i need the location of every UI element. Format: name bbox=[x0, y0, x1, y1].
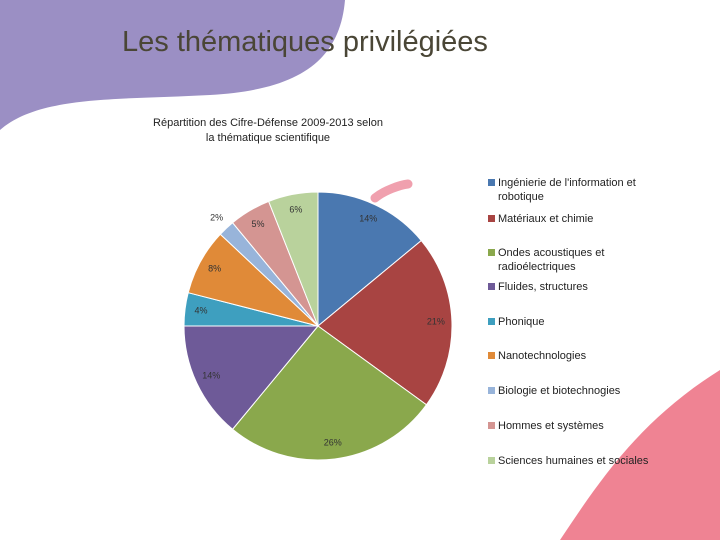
legend-swatch bbox=[488, 283, 495, 290]
data-label: 5% bbox=[251, 219, 264, 229]
decor-stroke bbox=[370, 179, 413, 203]
slide-title: Les thématiques privilégiées bbox=[122, 26, 488, 58]
data-label: 14% bbox=[202, 371, 220, 381]
data-label: 21% bbox=[427, 317, 445, 327]
legend-swatch bbox=[488, 215, 495, 222]
data-label: 14% bbox=[359, 214, 377, 224]
legend-swatch bbox=[488, 387, 495, 394]
legend-label: Ingénierie de l'information et robotique bbox=[498, 177, 636, 203]
legend-label: Sciences humaines et sociales bbox=[498, 455, 649, 467]
legend-swatch bbox=[488, 179, 495, 186]
legend-item: Matériaux et chimie bbox=[488, 212, 593, 226]
data-label: 2% bbox=[210, 212, 223, 222]
legend-swatch bbox=[488, 422, 495, 429]
data-label: 6% bbox=[289, 205, 302, 215]
data-label: 4% bbox=[195, 306, 208, 316]
pie-slice bbox=[317, 239, 453, 406]
legend-label: Hommes et systèmes bbox=[498, 420, 604, 432]
chart-title: Répartition des Cifre-Défense 2009-2013 … bbox=[153, 117, 383, 144]
legend-label: Ondes acoustiques et radioélectriques bbox=[498, 247, 605, 273]
pie-slice bbox=[268, 191, 319, 327]
legend-label: Nanotechnologies bbox=[498, 350, 587, 362]
legend-label: Phonique bbox=[498, 316, 545, 328]
data-label: 8% bbox=[208, 264, 221, 274]
decor-shape bbox=[0, 0, 345, 130]
pie: 14% 21% 26% 14% 4% 8% 2% 5% 6% bbox=[183, 191, 453, 461]
legend-item: Nanotechnologies bbox=[488, 349, 586, 363]
data-label: 26% bbox=[324, 437, 342, 447]
legend-swatch bbox=[488, 457, 495, 464]
pie-slice bbox=[317, 191, 422, 328]
pie-slice bbox=[183, 325, 320, 430]
legend-item: Fluides, structures bbox=[488, 280, 588, 294]
legend-item: Ondes acoustiques et radioélectriques bbox=[488, 246, 658, 274]
legend-item: Hommes et systèmes bbox=[488, 419, 604, 433]
decor-shape bbox=[560, 370, 720, 540]
pie-slice bbox=[231, 325, 428, 461]
legend-item: Biologie et biotechnogies bbox=[488, 384, 620, 398]
legend-label: Biologie et biotechnogies bbox=[498, 385, 621, 397]
legend-item: Phonique bbox=[488, 315, 545, 329]
legend-swatch bbox=[488, 249, 495, 256]
legend-item: Ingénierie de l'information et robotique bbox=[488, 176, 658, 204]
legend-swatch bbox=[488, 352, 495, 359]
legend-item: Sciences humaines et sociales bbox=[488, 454, 648, 468]
legend-label: Fluides, structures bbox=[498, 281, 588, 293]
legend-swatch bbox=[488, 318, 495, 325]
legend-label: Matériaux et chimie bbox=[498, 213, 594, 225]
